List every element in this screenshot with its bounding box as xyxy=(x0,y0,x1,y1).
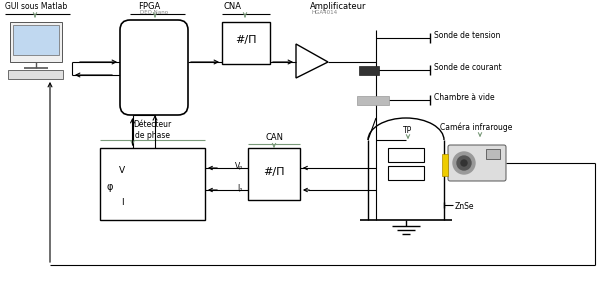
Text: CAN: CAN xyxy=(265,133,283,142)
FancyBboxPatch shape xyxy=(120,20,188,115)
Text: Vₚ: Vₚ xyxy=(235,162,243,171)
Text: φ: φ xyxy=(107,182,113,192)
Text: #/Π: #/Π xyxy=(235,35,257,45)
Bar xyxy=(8,70,63,79)
Bar xyxy=(357,96,389,105)
Bar xyxy=(222,22,270,64)
Text: FPGA: FPGA xyxy=(138,2,160,11)
Bar xyxy=(442,154,448,176)
FancyBboxPatch shape xyxy=(448,145,506,181)
Bar xyxy=(100,148,205,220)
Circle shape xyxy=(453,152,475,174)
Text: Amplificateur: Amplificateur xyxy=(310,2,367,11)
Bar xyxy=(10,22,62,62)
Text: Iₚ: Iₚ xyxy=(238,183,243,192)
Text: DEO Nano: DEO Nano xyxy=(140,10,168,15)
Text: TP: TP xyxy=(403,126,412,135)
Text: I: I xyxy=(121,198,123,207)
Text: Caméra infrarouge: Caméra infrarouge xyxy=(440,122,513,132)
Circle shape xyxy=(457,156,471,170)
Text: Chambre à vide: Chambre à vide xyxy=(434,94,494,103)
Text: #/Π: #/Π xyxy=(264,167,285,177)
Bar xyxy=(13,25,59,55)
Text: Sonde de tension: Sonde de tension xyxy=(434,31,500,40)
Text: GUI sous Matlab: GUI sous Matlab xyxy=(5,2,68,11)
Circle shape xyxy=(461,160,467,166)
Text: V: V xyxy=(119,166,125,175)
Text: Sonde de courant: Sonde de courant xyxy=(434,64,502,72)
Bar xyxy=(486,149,500,159)
Text: ZnSe: ZnSe xyxy=(455,202,475,211)
Text: HGA4014: HGA4014 xyxy=(312,10,338,15)
Bar xyxy=(359,66,379,75)
Bar xyxy=(388,166,424,180)
Text: CNA: CNA xyxy=(224,2,242,11)
Bar xyxy=(388,148,424,162)
Text: Détecteur
de phase: Détecteur de phase xyxy=(133,120,172,140)
Bar xyxy=(248,148,300,200)
